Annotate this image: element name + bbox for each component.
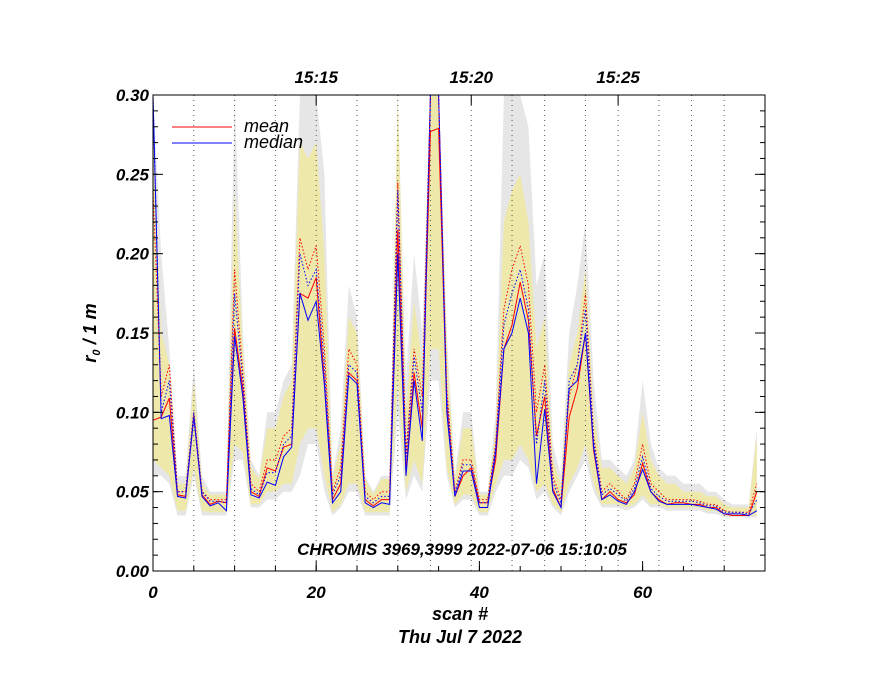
y-axis-title-main: r — [80, 355, 100, 363]
y-tick-label: 0.00 — [116, 562, 150, 581]
x-tick-labels: 0 20 40 60 — [148, 583, 652, 602]
x-tick-label: 40 — [469, 583, 489, 602]
y-tick-label: 0.05 — [116, 483, 150, 502]
x-tick-label: 0 — [148, 583, 158, 602]
range-bands — [153, 95, 757, 518]
time-tick-label: 15:15 — [294, 68, 338, 87]
y-tick-label: 0.15 — [116, 324, 150, 343]
time-tick-labels: 15:15 15:20 15:25 — [294, 68, 640, 87]
series-median — [153, 95, 758, 517]
axis-ticks — [152, 94, 766, 572]
x-axis-date-label: Thu Jul 7 2022 — [398, 627, 522, 647]
x-axis-title: scan # — [432, 604, 488, 624]
y-tick-label: 0.10 — [116, 403, 150, 422]
legend-mean-label: mean — [244, 116, 289, 136]
y-tick-label: 0.25 — [116, 165, 150, 184]
x-tick-label: 60 — [633, 583, 652, 602]
legend: mean median — [172, 116, 303, 152]
y-tick-label: 0.30 — [116, 86, 150, 105]
data-series — [153, 95, 758, 517]
time-tick-label: 15:20 — [449, 68, 493, 87]
x-tick-label: 20 — [306, 583, 326, 602]
time-tick-label: 15:25 — [596, 68, 640, 87]
y-tick-label: 0.20 — [116, 245, 150, 264]
y-axis-title-subscript: 0 — [91, 349, 103, 356]
series-mean-dotted — [153, 95, 758, 513]
legend-median-label: median — [244, 132, 303, 152]
chart-annotation: CHROMIS 3969,3999 2022-07-06 15:10:05 — [297, 540, 627, 559]
y-tick-labels: 0.00 0.05 0.10 0.15 0.20 0.25 0.30 — [116, 86, 150, 581]
y-axis-title-rest: / 1 m — [80, 303, 100, 349]
svg-text:r0 / 1 m: r0 / 1 m — [80, 303, 103, 362]
band-inner-range — [153, 95, 757, 516]
y-axis-title: r0 / 1 m — [80, 303, 103, 362]
